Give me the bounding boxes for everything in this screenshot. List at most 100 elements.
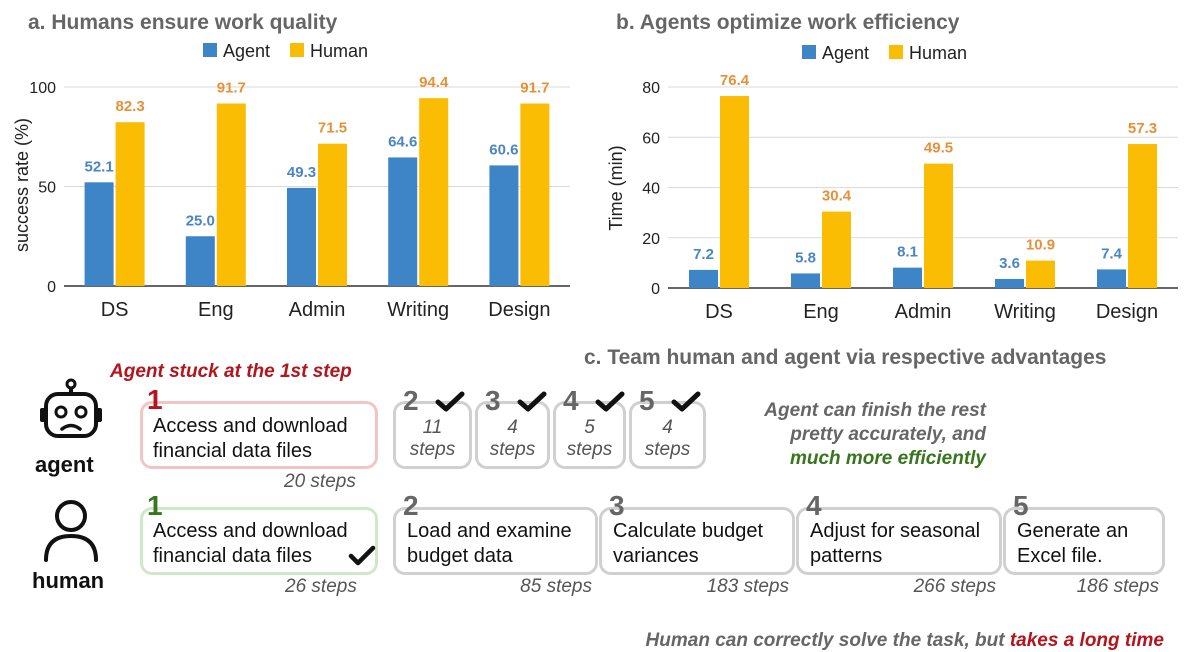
chart-a-data-label-agent-admin: 49.3 <box>287 164 316 181</box>
human-step-3-text: Calculate budget variances <box>613 519 763 569</box>
chart-b-ytick-label: 80 <box>642 80 660 97</box>
human-step-3-steps: 183 steps <box>706 576 789 597</box>
chart-a-bar-agent-eng <box>185 236 215 286</box>
agent-step-2-steps: 11 steps <box>393 417 472 461</box>
chart-a-data-label-human-eng: 91.7 <box>217 80 246 97</box>
human-step-3-line2: variances <box>613 545 699 567</box>
chart-b-ytick-label: 0 <box>651 281 660 298</box>
agent-step-5-steps-word: steps <box>644 439 691 460</box>
human-step-4-line2: patterns <box>810 545 883 567</box>
human-step-1-card <box>140 507 378 575</box>
agent-step-1-card <box>140 401 378 469</box>
human-step-1-line1: Access and download <box>153 520 348 542</box>
chart-b-xtick-label: Design <box>1096 301 1158 323</box>
chart-a-bar-human-writing <box>419 98 449 286</box>
human-step-2-line1: Load and examine <box>407 520 572 542</box>
chart-b-data-label-agent-design: 7.4 <box>1101 245 1123 262</box>
chart-a-ytick-label: 50 <box>38 180 56 197</box>
human-step-3-card <box>599 507 795 575</box>
agent-step-5-num: 5 <box>639 385 655 416</box>
chart-a-legend-agent-swatch <box>203 43 217 57</box>
chart-b-data-label-human-writing: 10.9 <box>1026 237 1055 254</box>
chart-b-title: b. Agents optimize work efficiency <box>616 11 960 34</box>
chart-b-ytick-label: 40 <box>642 181 660 198</box>
agent-step-2-card <box>393 401 472 469</box>
chart-b-ytick-label: 60 <box>642 130 660 147</box>
chart-b-legend-agent-swatch <box>802 45 816 59</box>
chart-b-legend-agent: Agent <box>822 43 869 63</box>
chart-a-bar-human-admin <box>318 143 347 286</box>
agent-step-5-steps: 4 steps <box>629 417 706 461</box>
chart-a-xtick-label: Admin <box>289 299 346 321</box>
agent-step-4-steps-word: steps <box>566 439 613 460</box>
chart-b-xtick-label: Writing <box>994 301 1056 323</box>
human-step-5-steps: 186 steps <box>1076 576 1159 597</box>
agent-step-2-steps-count: 11 <box>422 417 443 438</box>
chart-a-success-rate: a. Humans ensure work quality Agent Huma… <box>12 11 570 321</box>
stuck-note: Agent stuck at the 1st step <box>110 361 352 382</box>
chart-a-bar-agent-design <box>489 165 519 286</box>
human-step-4-card <box>796 507 1002 575</box>
chart-a-xtick-label: Eng <box>198 299 234 321</box>
chart-a-xtick-label: DS <box>101 299 129 321</box>
chart-a-legend-human-swatch <box>290 43 304 57</box>
chart-a-legend-human: Human <box>310 41 368 61</box>
chart-a-data-label-agent-writing: 64.6 <box>388 133 417 150</box>
agent-step-3-num: 3 <box>485 385 501 416</box>
chart-b-bar-human-admin <box>924 163 953 288</box>
chart-b-bar-human-writing <box>1026 260 1055 288</box>
agent-step-3-steps: 4 steps <box>475 417 550 461</box>
human-step-5-num: 5 <box>1013 490 1029 521</box>
chart-b-bar-human-design <box>1128 144 1157 288</box>
agent-step-3-card <box>475 401 550 469</box>
human-note-part1: Human can correctly solve the task, but <box>645 630 1010 651</box>
chart-a-data-label-agent-ds: 52.1 <box>84 158 113 175</box>
robot-icon <box>40 378 102 438</box>
agent-step-5-card <box>629 401 706 469</box>
chart-a-bar-agent-writing <box>388 157 418 286</box>
chart-b-bar-agent-writing <box>995 278 1024 288</box>
chart-a-legend-agent: Agent <box>223 41 270 61</box>
human-step-4-steps: 266 steps <box>913 576 996 597</box>
agent-step-4-steps-count: 5 <box>584 417 595 438</box>
chart-b-xtick-label: Admin <box>895 301 952 323</box>
chart-a-xtick-label: Writing <box>387 299 449 321</box>
agent-note-line2: pretty accurately, and <box>790 424 986 445</box>
chart-b-ylabel: Time (min) <box>606 145 626 230</box>
human-note: Human can correctly solve the task, but … <box>635 608 1164 652</box>
chart-a-bar-human-design <box>520 103 550 286</box>
agent-note-line1: Agent can finish the rest <box>764 400 986 421</box>
chart-b-xtick-label: Eng <box>803 301 839 323</box>
chart-a-data-label-human-design: 91.7 <box>520 80 549 97</box>
agent-step-1-line1: Access and download <box>153 415 348 437</box>
agent-label: agent <box>35 452 94 477</box>
chart-b-time: b. Agents optimize work efficiency Agent… <box>606 11 1178 323</box>
chart-b-data-label-human-design: 57.3 <box>1128 120 1157 137</box>
chart-a-title: a. Humans ensure work quality <box>28 11 338 34</box>
chart-b-bar-agent-design <box>1097 269 1126 288</box>
human-step-1-steps: 26 steps <box>285 576 357 597</box>
agent-step-4-num: 4 <box>563 385 579 416</box>
human-step-1-check-icon <box>348 545 376 566</box>
human-label: human <box>32 568 105 593</box>
human-step-3-line1: Calculate budget <box>613 520 764 542</box>
agent-step-3-steps-word: steps <box>489 439 536 460</box>
chart-b-legend-human: Human <box>909 43 967 63</box>
agent-step-3-steps-count: 4 <box>507 417 518 438</box>
chart-a-bar-human-eng <box>216 103 246 286</box>
chart-b-bar-human-ds <box>720 96 749 288</box>
chart-b-data-label-human-ds: 76.4 <box>720 72 750 89</box>
human-step-1-line2: financial data files <box>153 545 312 567</box>
chart-b-xtick-label: DS <box>705 301 733 323</box>
panel-c-title: c. Team human and agent via respective a… <box>584 346 1107 369</box>
chart-a-data-label-human-admin: 71.5 <box>318 120 347 137</box>
human-step-5-text: Generate an Excel file. <box>1017 519 1128 569</box>
chart-a-data-label-human-ds: 82.3 <box>115 98 144 115</box>
chart-a-data-label-human-writing: 94.4 <box>419 74 449 91</box>
agent-step-1-num: 1 <box>147 384 163 415</box>
human-step-5-card <box>1003 507 1165 575</box>
human-step-3-num: 3 <box>609 490 625 521</box>
chart-a-ylabel: success rate (%) <box>12 118 32 252</box>
chart-a-bar-agent-ds <box>84 182 114 286</box>
agent-step-1-line2: financial data files <box>153 440 312 462</box>
